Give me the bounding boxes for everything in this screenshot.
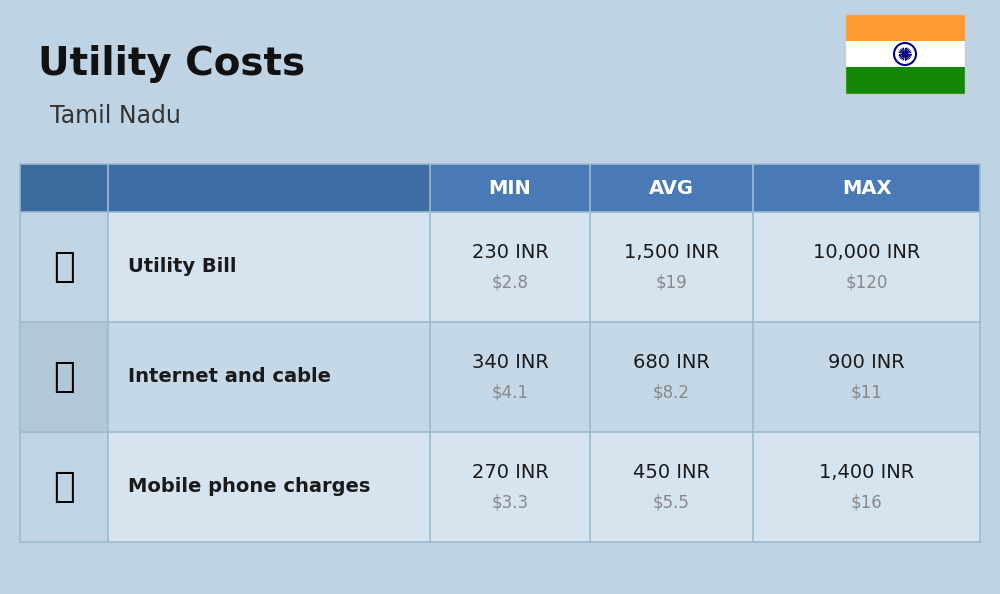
Text: 450 INR: 450 INR	[633, 463, 710, 482]
Text: $11: $11	[851, 384, 882, 402]
Bar	[20, 164, 108, 212]
Text: $8.2: $8.2	[653, 384, 690, 402]
Bar	[20, 212, 108, 322]
Text: 🔌: 🔌	[53, 250, 75, 284]
Text: MAX: MAX	[842, 179, 891, 197]
Text: $19: $19	[656, 274, 687, 292]
Text: AVG: AVG	[649, 179, 694, 197]
Text: Utility Bill: Utility Bill	[128, 258, 237, 276]
Circle shape	[904, 52, 906, 55]
Text: 340 INR: 340 INR	[472, 353, 548, 372]
Bar	[20, 164, 980, 212]
Text: $120: $120	[845, 274, 888, 292]
Bar	[20, 322, 108, 432]
Bar	[845, 14, 965, 94]
Bar	[20, 212, 980, 322]
Bar	[20, 432, 108, 542]
Text: $4.1: $4.1	[492, 384, 528, 402]
Text: Utility Costs: Utility Costs	[38, 45, 305, 83]
Text: 📡: 📡	[53, 360, 75, 394]
Bar	[845, 14, 965, 40]
Text: 1,400 INR: 1,400 INR	[819, 463, 914, 482]
Text: 680 INR: 680 INR	[633, 353, 710, 372]
Text: 900 INR: 900 INR	[828, 353, 905, 372]
Text: 📱: 📱	[53, 470, 75, 504]
Text: 270 INR: 270 INR	[472, 463, 548, 482]
Text: 230 INR: 230 INR	[472, 244, 548, 263]
Bar	[845, 40, 965, 67]
Bar	[108, 164, 430, 212]
Text: 10,000 INR: 10,000 INR	[813, 244, 920, 263]
Text: Tamil Nadu: Tamil Nadu	[50, 104, 181, 128]
Text: 1,500 INR: 1,500 INR	[624, 244, 719, 263]
Bar	[845, 67, 965, 94]
Text: $3.3: $3.3	[491, 494, 529, 512]
Text: MIN: MIN	[489, 179, 531, 197]
Text: $5.5: $5.5	[653, 494, 690, 512]
Text: $16: $16	[851, 494, 882, 512]
Text: Internet and cable: Internet and cable	[128, 368, 331, 387]
Text: Mobile phone charges: Mobile phone charges	[128, 478, 370, 497]
Bar	[20, 432, 980, 542]
Bar	[20, 322, 980, 432]
Text: $2.8: $2.8	[492, 274, 528, 292]
